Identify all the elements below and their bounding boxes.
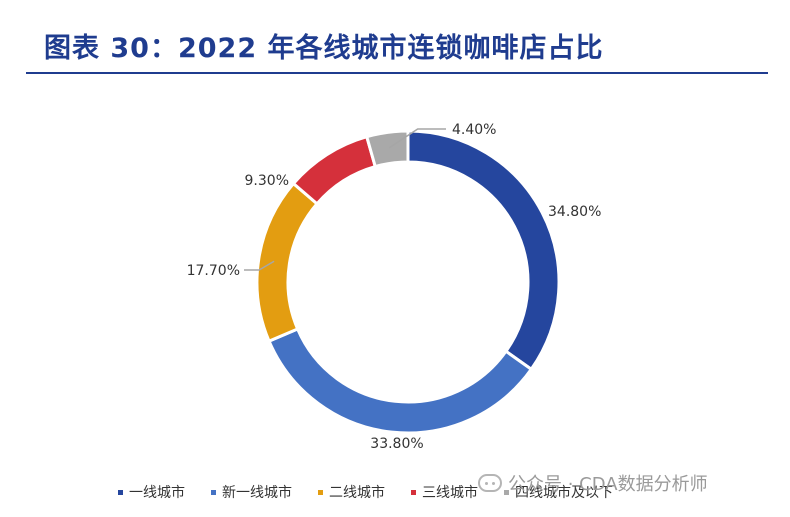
- legend-item: 四线城市及以下: [504, 482, 613, 502]
- data-label: 33.80%: [370, 436, 423, 452]
- legend-swatch: [211, 489, 216, 495]
- legend-label: 一线城市: [129, 485, 185, 501]
- legend-label: 新一线城市: [222, 485, 292, 501]
- data-label: 17.70%: [187, 263, 240, 279]
- legend-item: 三线城市: [411, 482, 478, 502]
- legend-swatch: [504, 489, 509, 495]
- legend-swatch: [411, 489, 416, 495]
- legend-label: 四线城市及以下: [515, 485, 613, 501]
- leader-line: [388, 128, 446, 149]
- donut-slice: [291, 134, 378, 206]
- wechat-icon: [478, 474, 502, 492]
- legend-label: 三线城市: [422, 485, 478, 501]
- donut-slice: [255, 181, 320, 344]
- legend-item: 二线城市: [318, 482, 385, 502]
- title-underline: [26, 72, 768, 74]
- legend-item: 一线城市: [118, 482, 185, 502]
- data-label: 9.30%: [245, 173, 289, 189]
- chart-legend: 一线城市 新一线城市 二线城市 三线城市 四线城市及以下: [118, 482, 613, 502]
- donut-slice: [364, 129, 410, 169]
- page-title: 图表 30：2022 年各线城市连锁咖啡店占比: [44, 33, 604, 64]
- legend-swatch: [318, 489, 323, 495]
- leader-line: [244, 260, 275, 271]
- donut-slice: [267, 326, 534, 435]
- legend-swatch: [118, 489, 123, 495]
- legend-item: 新一线城市: [211, 482, 292, 502]
- legend-label: 二线城市: [329, 485, 385, 501]
- watermark-text: 公众号 · CDA数据分析师: [508, 474, 708, 495]
- data-label: 34.80%: [548, 204, 601, 220]
- watermark: 公众号 · CDA数据分析师: [478, 468, 708, 498]
- donut-slice: [406, 129, 561, 372]
- data-label: 4.40%: [452, 122, 496, 138]
